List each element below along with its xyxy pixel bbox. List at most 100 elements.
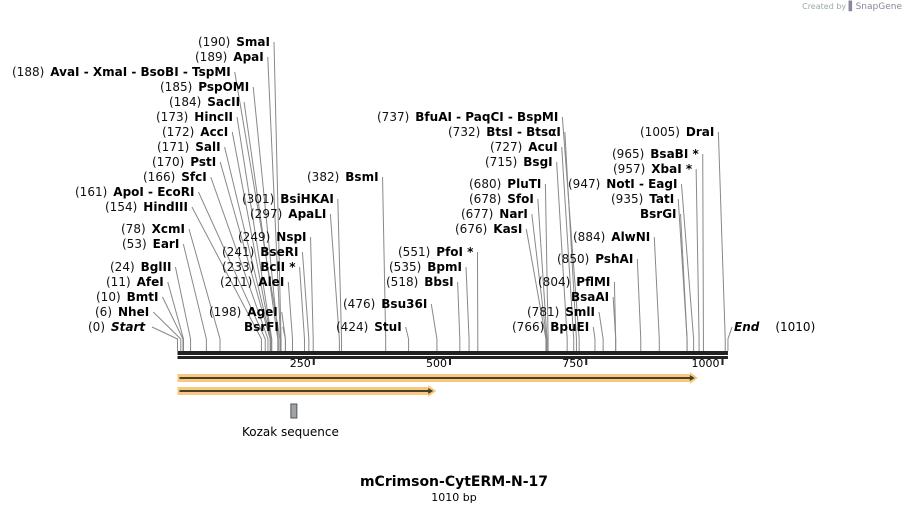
site-label[interactable]: (677) NarI xyxy=(461,207,528,221)
site-label[interactable]: (189) ApaI xyxy=(195,50,264,64)
site-label[interactable]: BsaAI xyxy=(571,290,609,304)
site-label[interactable]: (965) BsaBI * xyxy=(612,147,699,161)
site-name: PluTI xyxy=(507,177,542,191)
site-label[interactable]: (732) BtsI - BtsαI xyxy=(448,125,561,139)
site-label[interactable]: BsrGI xyxy=(640,207,677,221)
site-pos: (10) xyxy=(96,290,121,304)
site-label[interactable]: (518) BbsI xyxy=(386,275,454,289)
site-label[interactable]: (678) SfoI xyxy=(469,192,534,206)
site-connector xyxy=(531,213,547,351)
site-pos: (170) xyxy=(152,155,185,169)
site-label[interactable]: (185) PspOMI xyxy=(160,80,249,94)
site-name: AcuI xyxy=(528,140,558,154)
site-label[interactable]: (957) XbaI * xyxy=(613,162,692,176)
site-label[interactable]: (11) AfeI xyxy=(106,275,164,289)
site-label[interactable]: (171) SalI xyxy=(157,140,221,154)
site-label[interactable]: (676) KasI xyxy=(455,222,522,236)
site-connector xyxy=(465,266,470,351)
site-pos: (161) xyxy=(75,185,108,199)
end-connector xyxy=(727,326,733,351)
backbone-bottom xyxy=(177,356,728,359)
site-connector xyxy=(382,176,387,351)
site-pos: (766) xyxy=(512,320,545,334)
site-label[interactable]: (935) TatI xyxy=(611,192,674,206)
site-name: NspI xyxy=(276,230,307,244)
kozak-label[interactable]: Kozak sequence xyxy=(242,425,339,439)
site-label[interactable]: BsrFI xyxy=(244,320,279,334)
site-name: AvaI - XmaI - BsoBI - TspMI xyxy=(50,65,231,79)
site-label[interactable]: (154) HindIII xyxy=(105,200,188,214)
site-label[interactable]: (551) PfoI * xyxy=(398,245,473,259)
site-name: SalI xyxy=(195,140,221,154)
site-pos: (884) xyxy=(573,230,606,244)
site-connector xyxy=(182,243,207,351)
site-connector xyxy=(337,198,343,351)
site-label[interactable]: (535) BpmI xyxy=(389,260,462,274)
site-label[interactable]: (850) PshAI xyxy=(557,252,633,266)
site-label[interactable]: (781) SmlI xyxy=(527,305,595,319)
site-name: EarI xyxy=(152,237,180,251)
site-pos: (715) xyxy=(485,155,518,169)
site-label[interactable]: (884) AlwNI xyxy=(573,230,650,244)
site-name: ApoI - EcoRI xyxy=(113,185,195,199)
site-label[interactable]: (297) ApaLI xyxy=(250,207,326,221)
site-label[interactable]: (804) PflMI xyxy=(538,275,610,289)
site-label[interactable]: (715) BsgI xyxy=(485,155,553,169)
site-name: PspOMI xyxy=(198,80,250,94)
site-pos: (476) xyxy=(343,297,376,311)
site-pos: (518) xyxy=(386,275,419,289)
site-label[interactable]: (53) EarI xyxy=(122,237,179,251)
start-pos: (0) xyxy=(88,320,105,334)
site-label[interactable]: (211) AleI xyxy=(220,275,284,289)
site-label[interactable]: (161) ApoI - EcoRI xyxy=(75,185,194,199)
site-label[interactable]: (190) SmaI xyxy=(198,35,270,49)
site-label[interactable]: (166) SfcI xyxy=(143,170,207,184)
site-label[interactable]: (172) AccI xyxy=(162,125,228,139)
site-label[interactable]: (766) BpuEI xyxy=(512,320,589,334)
site-label[interactable]: (184) SacII xyxy=(169,95,240,109)
site-label[interactable]: (1005) DraI xyxy=(640,125,714,139)
site-connector xyxy=(174,266,192,351)
site-label[interactable]: (301) BsiHKAI xyxy=(242,192,334,206)
site-connector xyxy=(592,326,596,351)
kozak-feature[interactable] xyxy=(290,403,298,419)
site-connector xyxy=(210,176,269,351)
site-connector xyxy=(537,198,548,351)
site-connector xyxy=(405,326,410,351)
site-label[interactable]: (737) BfuAI - PaqCI - BspMI xyxy=(377,110,558,124)
site-label[interactable]: (173) HincII xyxy=(156,110,233,124)
site-label[interactable]: (382) BsmI xyxy=(307,170,379,184)
site-pos: (301) xyxy=(242,192,275,206)
snapgene-logo: ▌ xyxy=(848,2,856,12)
site-connector xyxy=(287,281,293,351)
site-label[interactable]: (424) StuI xyxy=(336,320,402,334)
site-label[interactable]: (233) BclI * xyxy=(222,260,296,274)
site-name: BmtI xyxy=(126,290,159,304)
site-label[interactable]: (188) AvaI - XmaI - BsoBI - TspMI xyxy=(12,65,231,79)
site-label[interactable]: (727) AcuI xyxy=(490,140,558,154)
site-connector xyxy=(282,326,286,351)
site-name: BsaBI * xyxy=(650,147,699,161)
site-pos: (166) xyxy=(143,170,176,184)
site-label[interactable]: (947) NotI - EagI xyxy=(568,177,677,191)
site-label[interactable]: (249) NspI xyxy=(238,230,307,244)
site-connector xyxy=(561,146,575,351)
site-connector xyxy=(198,191,266,351)
site-connector xyxy=(430,303,438,351)
site-name: AlwNI xyxy=(611,230,651,244)
orf-head-inner xyxy=(689,375,695,381)
site-label[interactable]: (198) AgeI xyxy=(209,305,278,319)
site-name: BsrFI xyxy=(244,320,279,334)
site-pos: (211) xyxy=(220,275,253,289)
site-label[interactable]: (24) BglII xyxy=(110,260,171,274)
tick-mark xyxy=(449,359,451,365)
site-label[interactable]: (476) Bsu36I xyxy=(343,297,427,311)
site-label[interactable]: (680) PluTI xyxy=(469,177,541,191)
site-label[interactable]: (10) BmtI xyxy=(96,290,159,304)
site-label[interactable]: (241) BseRI xyxy=(222,245,298,259)
site-label[interactable]: (6) NheI xyxy=(95,305,149,319)
site-name: BseRI xyxy=(260,245,299,259)
site-label[interactable]: (170) PstI xyxy=(152,155,216,169)
site-label[interactable]: (78) XcmI xyxy=(121,222,185,236)
site-connector xyxy=(598,311,604,351)
